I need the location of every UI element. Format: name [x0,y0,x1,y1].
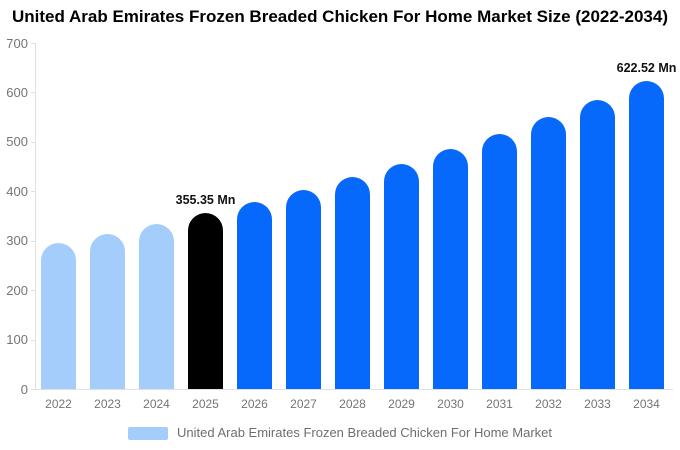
y-axis-tick-mark [31,191,35,193]
y-axis-tick-label: 600 [6,84,28,100]
y-axis-line [35,43,36,389]
y-axis-tick-label: 100 [6,332,28,348]
x-axis-tick-label: 2032 [535,397,562,411]
y-axis-tick-mark [31,339,35,341]
x-axis-tick-label: 2025 [192,397,219,411]
legend-item[interactable]: United Arab Emirates Frozen Breaded Chic… [0,426,680,440]
x-axis-tick-label: 2029 [388,397,415,411]
y-axis-tick-label: 400 [6,183,28,199]
y-axis-tick-label: 500 [6,134,28,150]
bar-value-label: 355.35 Mn [175,193,236,208]
x-axis-tick-label: 2022 [45,397,72,411]
legend-label: United Arab Emirates Frozen Breaded Chic… [177,425,552,440]
x-axis-tick-label: 2024 [143,397,170,411]
y-axis-tick-mark [31,240,35,242]
x-axis-tick-label: 2031 [486,397,513,411]
bar-2029[interactable] [384,163,419,389]
bar-2024[interactable] [139,223,174,389]
x-axis-tick-label: 2026 [241,397,268,411]
bar-2033[interactable] [580,99,615,389]
x-axis-tick-label: 2028 [339,397,366,411]
bar-2023[interactable] [90,233,125,389]
y-axis-tick-mark [31,389,35,390]
x-axis-tick-label: 2033 [584,397,611,411]
bar-2034[interactable] [629,81,664,389]
bar-2027[interactable] [286,189,321,389]
bar-2022[interactable] [41,243,76,389]
bar-2025[interactable] [188,213,223,389]
bar-2032[interactable] [531,117,566,389]
bar-2026[interactable] [237,202,272,389]
y-axis-tick-mark [31,141,35,143]
bar-2028[interactable] [335,177,370,389]
bar-2030[interactable] [433,149,468,389]
x-axis-tick-label: 2023 [94,397,121,411]
y-axis-tick-label: 200 [6,282,28,298]
y-axis-tick-label: 300 [6,233,28,249]
x-axis-tick-label: 2030 [437,397,464,411]
chart-title: United Arab Emirates Frozen Breaded Chic… [12,7,668,26]
y-axis-tick-mark [31,43,35,44]
y-axis-tick-label: 700 [6,35,28,51]
bar-2031[interactable] [482,133,517,389]
x-axis-line [35,389,673,390]
bar-value-label: 622.52 Mn [616,61,677,76]
x-axis-tick-label: 2034 [633,397,660,411]
y-axis-tick-mark [31,290,35,292]
y-axis-tick-mark [31,92,35,94]
legend-swatch-icon [128,426,168,440]
y-axis-tick-label: 0 [20,381,28,397]
x-axis-tick-label: 2027 [290,397,317,411]
